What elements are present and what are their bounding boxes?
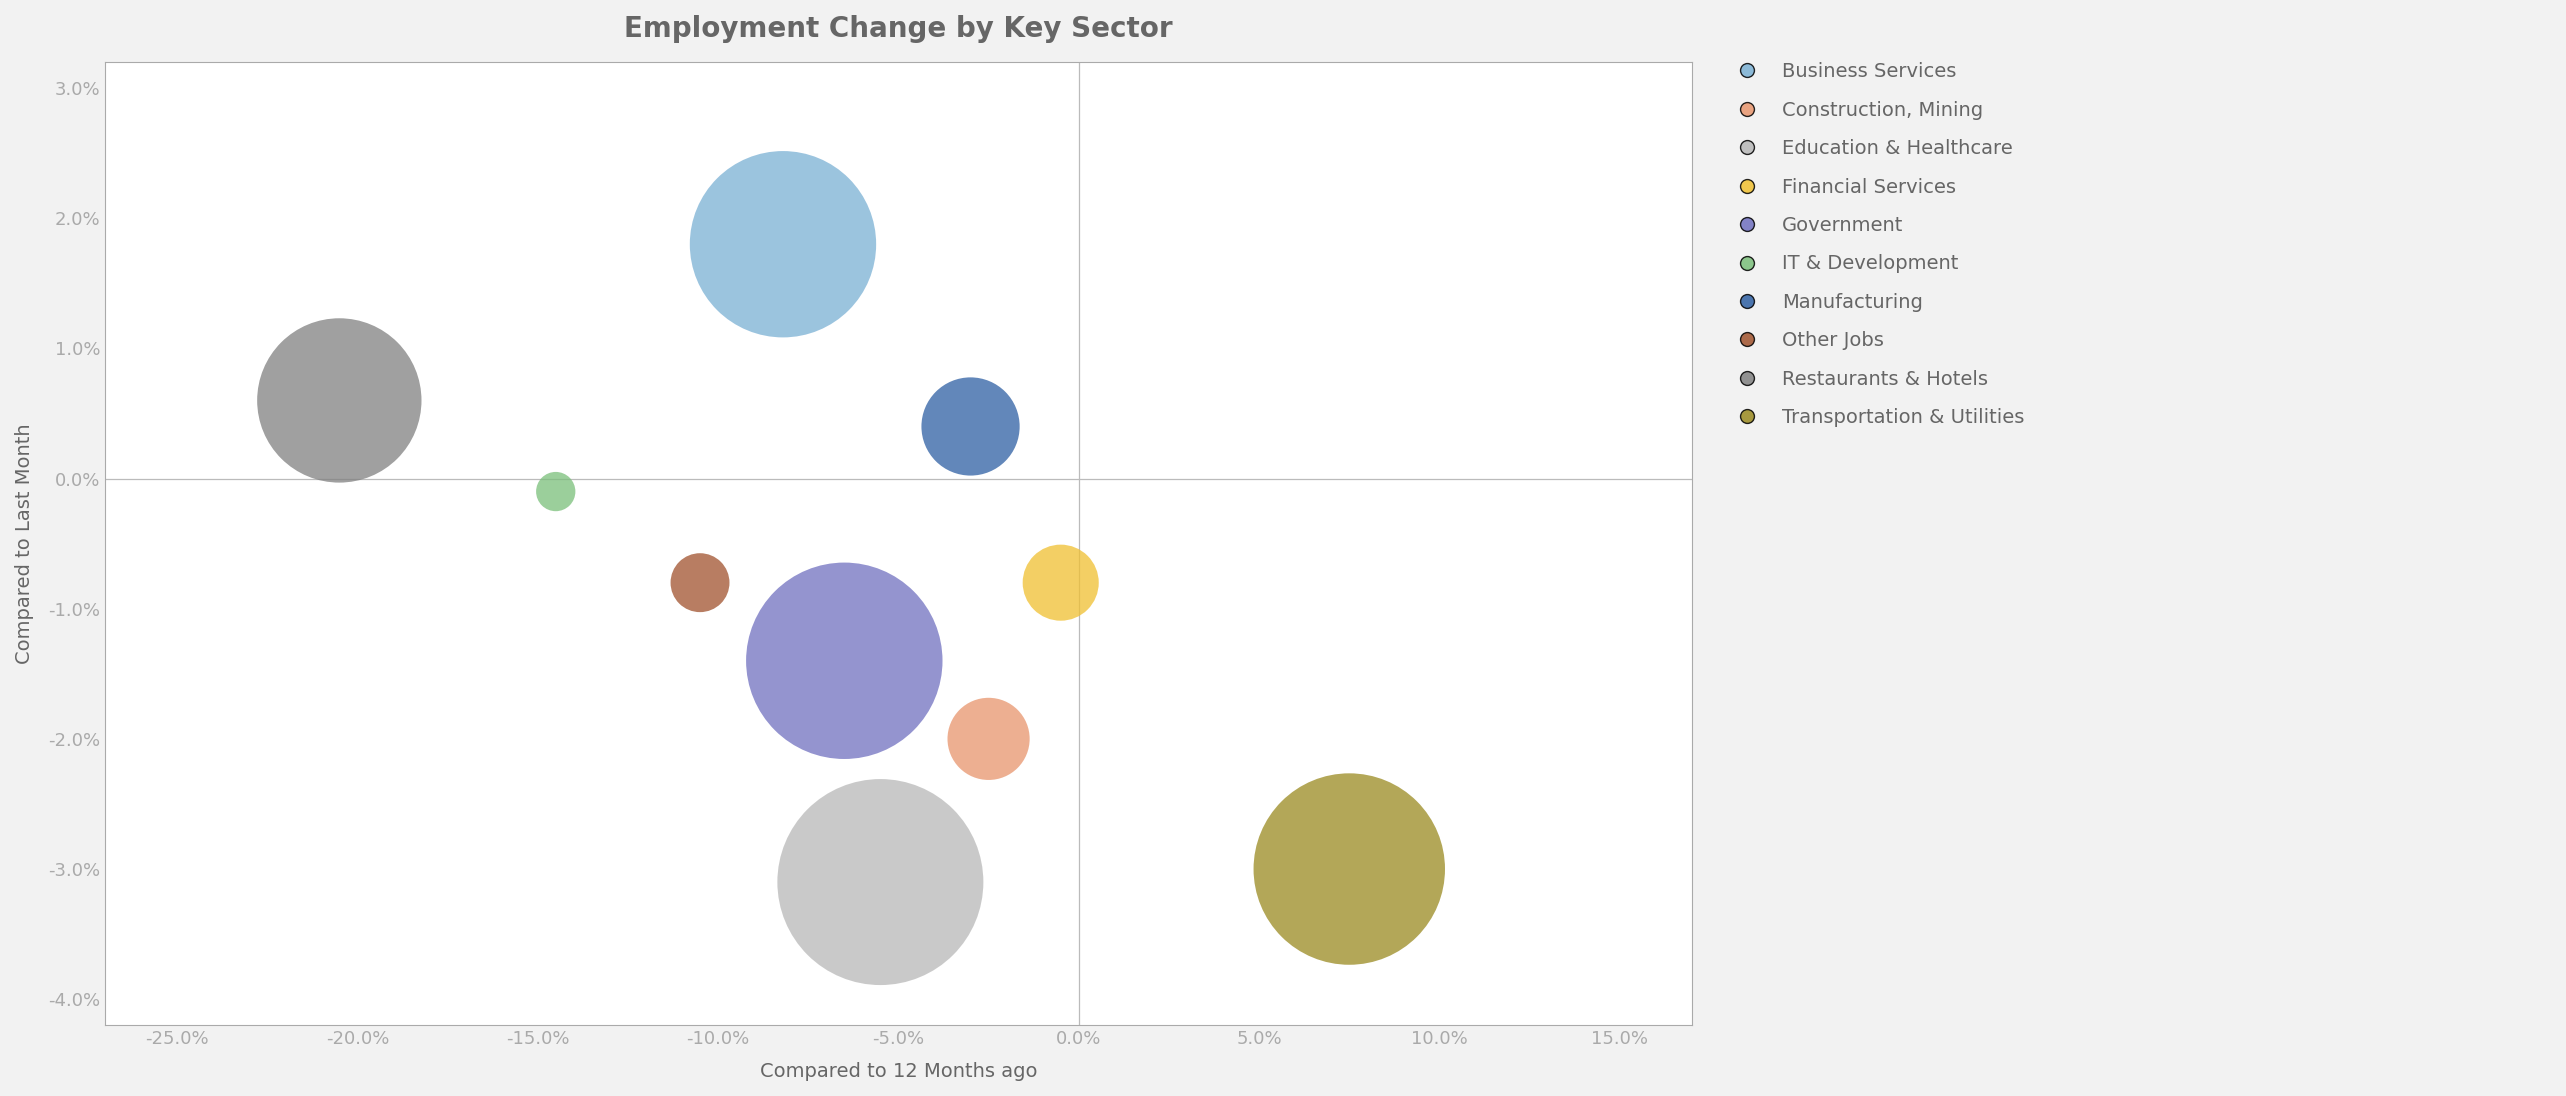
Restaurants & Hotels [318, 391, 359, 409]
Other Jobs [680, 574, 721, 592]
X-axis label: Compared to 12 Months ago: Compared to 12 Months ago [760, 1062, 1037, 1081]
IT & Development [536, 483, 577, 501]
Manufacturing [949, 418, 990, 435]
Transportation & Utilities [1329, 860, 1370, 878]
Title: Employment Change by Key Sector: Employment Change by Key Sector [624, 15, 1173, 43]
Legend: Business Services, Construction, Mining, Education & Healthcare, Financial Servi: Business Services, Construction, Mining,… [1717, 53, 2035, 437]
Government [824, 652, 865, 670]
Financial Services [1039, 574, 1080, 592]
Construction, Mining [967, 730, 1008, 747]
Y-axis label: Compared to Last Month: Compared to Last Month [15, 423, 33, 664]
Education & Healthcare [860, 874, 901, 891]
Business Services [762, 236, 803, 253]
